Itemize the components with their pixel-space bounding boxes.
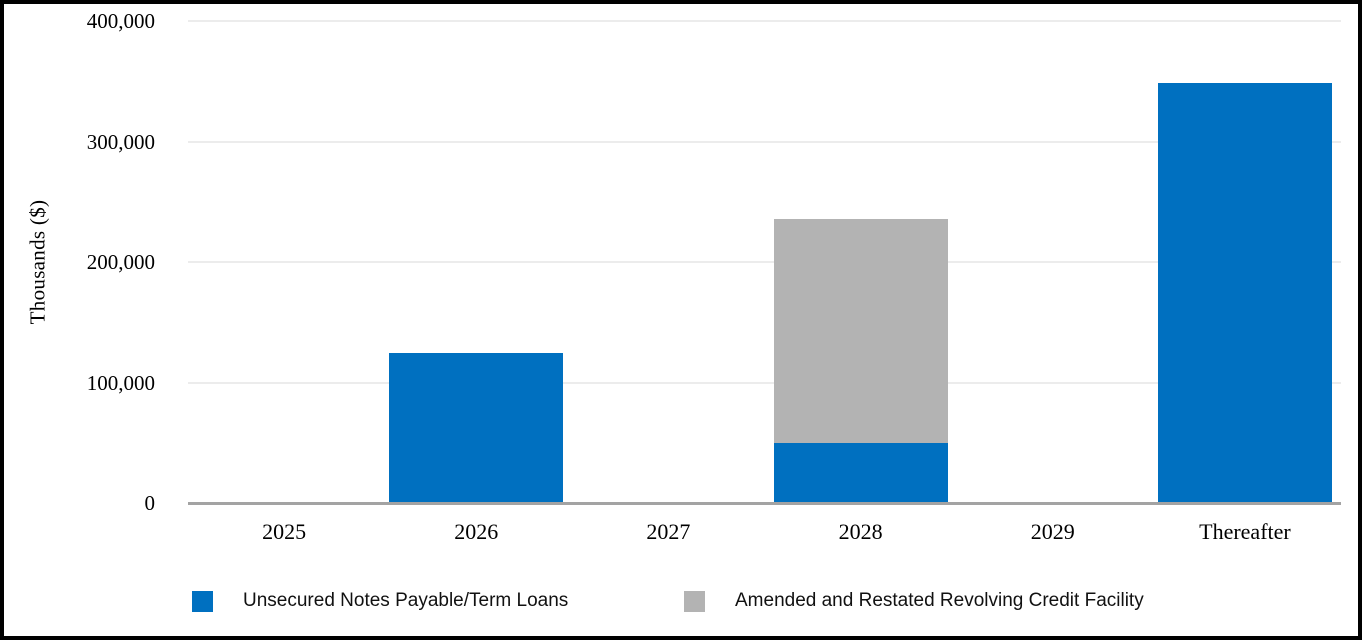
x-axis-tick-labels: 2025 2026 2027 2028 2029 Thereafter [188,519,1341,545]
bar-segment-series0-2026 [389,353,564,502]
bar-column-thereafter [1149,21,1341,502]
bar-column-2029 [957,21,1149,502]
bar-column-2028 [765,21,957,502]
y-tick-label: 400,000 [86,9,155,33]
plot-area [188,20,1341,505]
bar-segment-series0-thereafter [1157,83,1333,502]
bar-segment-series0-2028 [773,443,948,502]
y-tick-label: 100,000 [86,370,155,395]
legend-label-unsecured-notes: Unsecured Notes Payable/Term Loans [243,590,569,611]
legend-swatch-revolving-credit-icon [684,590,705,612]
legend-item-revolving-credit: Amended and Restated Revolving Credit Fa… [684,590,1144,612]
x-tick-label-2029: 2029 [1030,519,1075,544]
bar-column-2026 [380,21,572,502]
y-tick-label: 0 [144,491,156,515]
x-axis-line [188,502,1341,505]
bar-segment-series1-2028 [773,219,948,443]
legend-swatch-unsecured-notes-icon [192,590,213,612]
x-tick-label-2025: 2025 [262,519,307,544]
x-tick-label-2026: 2026 [454,519,499,544]
x-tick-label-thereafter: Thereafter [1199,519,1291,544]
legend: Unsecured Notes Payable/Term Loans Amend… [192,590,1345,614]
bar-column-2027 [572,21,764,502]
x-tick-label-2028: 2028 [838,519,883,544]
gridline [188,261,1341,263]
gridline [188,20,1341,22]
bars [188,21,1341,502]
y-tick-label: 300,000 [86,129,155,154]
legend-item-unsecured-notes: Unsecured Notes Payable/Term Loans [192,590,568,612]
legend-label-revolving-credit: Amended and Restated Revolving Credit Fa… [735,590,1144,611]
y-tick-label: 200,000 [86,250,155,274]
x-tick-label-2027: 2027 [646,519,691,544]
y-axis-tick-labels: 0 100,000 200,000 300,000 400,000 [4,9,157,515]
bar-column-2025 [188,21,380,502]
gridline [188,140,1341,143]
gridline [188,381,1341,384]
